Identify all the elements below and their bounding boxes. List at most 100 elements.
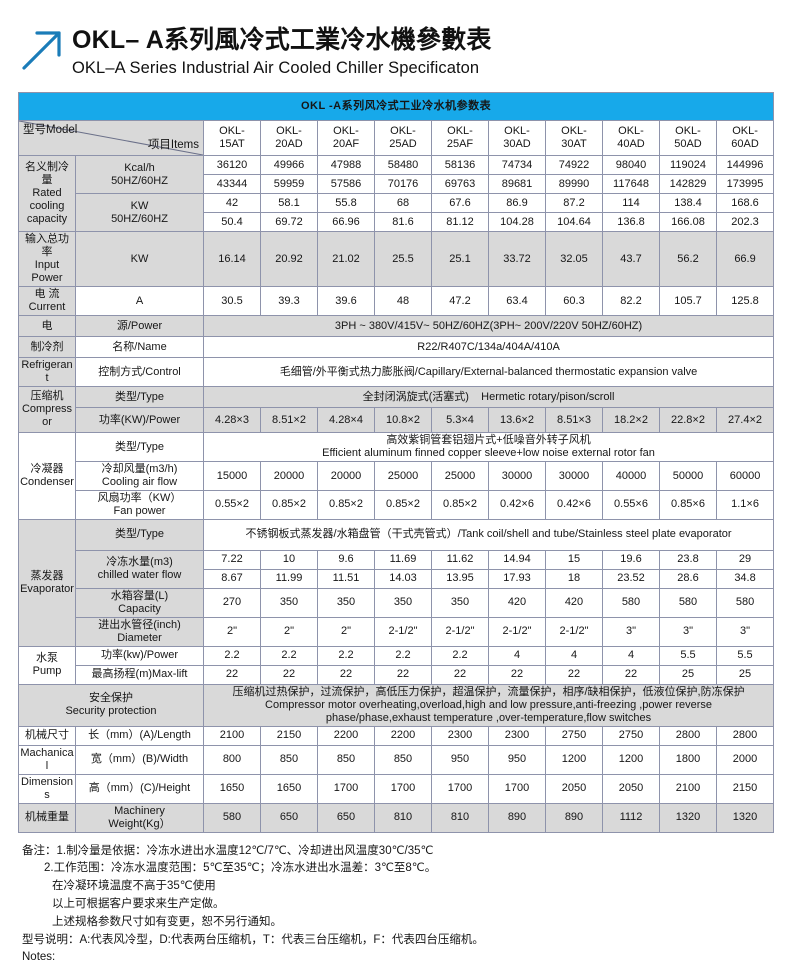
cell: 67.6 [431, 193, 489, 214]
cell: 104.64 [545, 212, 603, 233]
cell: 7.22 [203, 549, 261, 570]
cell: 18.2×2 [602, 407, 660, 434]
cell: 166.08 [659, 212, 717, 233]
row-evaporator-capacity: 水箱容量(L) Capacity 270 350 350 350 350 420… [19, 587, 775, 618]
cell: 4 [602, 645, 660, 666]
cell: 850 [374, 744, 432, 775]
item-pump-lift: 最高扬程(m)Max-lift [75, 664, 204, 685]
label-cn: 输入总功率 [25, 233, 69, 259]
cell: 17.93 [488, 568, 546, 589]
cell: 2750 [545, 725, 603, 746]
row-compressor-type: 压缩机 Compressor 类型/Type 全封闭涡旋式(活塞式) Herme… [18, 386, 775, 434]
note-line-2: 2.工作范围：冷冻水温度范围：5℃至35℃；冷冻水进出水温差：3℃至8℃。 [44, 862, 437, 875]
label-cn: 冷凝器 [30, 463, 64, 476]
cell: 66.9 [715, 231, 775, 288]
spec-table: OKL -A系列风冷式工业冷水机参数表 型号Model 项目Items OKL-… [17, 92, 775, 833]
model-col-4: OKL- 25AF [431, 120, 489, 157]
model-prefix: OKL- [333, 125, 359, 138]
item-cn: 冷却风量(m3/h) [101, 463, 178, 476]
item-refrigerant-control: 控制方式/Control [75, 357, 204, 388]
row-refrigerant-control: Refrigerant 控制方式/Control 毛细管/外平衡式热力膨胀阀/C… [18, 357, 775, 388]
cell: 2100 [203, 725, 261, 746]
cell: 0.55×2 [203, 490, 261, 520]
cell: 890 [545, 802, 603, 833]
item-en: Fan power [113, 504, 166, 517]
label-pump: 水泵 Pump [18, 645, 76, 685]
cell: 810 [374, 802, 432, 833]
model-suffix: 20AF [332, 138, 360, 151]
corner-label-items: 项目Items [147, 138, 199, 151]
cell: 0.85×6 [659, 490, 717, 520]
cell: 2150 [715, 773, 775, 804]
cell: 1700 [317, 773, 375, 804]
model-suffix: 30AT [561, 138, 587, 151]
cell: 2-1/2" [545, 616, 603, 647]
row-pump-lift: 最高扬程(m)Max-lift 22 22 22 22 22 22 22 22 … [19, 664, 775, 685]
cell: 20000 [317, 461, 375, 491]
note-line-4: 以上可根据客户要求来生产定做。 [52, 898, 225, 911]
label-current: 电 流 Current [18, 286, 76, 317]
cell: 33.72 [488, 231, 546, 288]
cell: 2" [317, 616, 375, 647]
item-en-2: Weight(Kg） [108, 817, 171, 830]
cell: 8.51×2 [260, 407, 318, 434]
cell: 29 [715, 549, 775, 570]
model-prefix: OKL- [390, 125, 416, 138]
cell: 82.2 [602, 286, 660, 317]
model-prefix: OKL- [675, 125, 701, 138]
value-security: 压缩机过热保护，过流保护，高低压力保护，超温保护，流量保护，相序/缺相保护，低液… [202, 683, 775, 727]
cell: 50000 [659, 461, 717, 491]
cell: 350 [317, 587, 375, 618]
cell: 350 [431, 587, 489, 618]
security-line-3: phase/phase,exhaust temperature ,over-te… [325, 711, 652, 724]
label-en: Condenser [20, 476, 74, 489]
cell: 890 [488, 802, 546, 833]
row-pump-power: 水泵 Pump 功率(kw)/Power 2.2 2.2 2.2 2.2 2.2… [18, 645, 775, 685]
cell: 63.4 [488, 286, 546, 317]
cell: 2050 [602, 773, 660, 804]
cell: 11.99 [260, 568, 318, 589]
cell: 86.9 [488, 193, 546, 214]
cell: 125.8 [715, 286, 775, 317]
label-evaporator: 蒸发器 Evaporator [18, 518, 76, 647]
label-cn: 压缩机 [30, 390, 64, 403]
cell: 0.85×2 [317, 490, 375, 520]
row-compressor-power: 功率(KW)/Power 4.28×3 8.51×2 4.28×4 10.8×2… [19, 407, 775, 434]
cell: 81.6 [374, 212, 432, 233]
row-kcal-60hz: 43344 59959 57586 70176 69763 89681 8999… [19, 174, 775, 195]
cell: 30000 [545, 461, 603, 491]
cell: 10.8×2 [374, 407, 432, 434]
item-en: Capacity [118, 602, 161, 615]
row-kw-60hz: 50.4 69.72 66.96 81.6 81.12 104.28 104.6… [19, 212, 775, 233]
arrow-up-right-icon [18, 24, 66, 74]
cell: 22 [602, 664, 660, 685]
item-condenser-airflow: 冷却风量(m3/h) Cooling air flow [75, 461, 204, 491]
model-col-9: OKL- 60AD [715, 120, 775, 157]
cell: 4.28×3 [203, 407, 261, 434]
model-suffix: 60AD [731, 138, 759, 151]
spec-sheet-page: OKL– A系列風冷式工業冷水機參數表 OKL–A Series Industr… [17, 24, 775, 963]
cell: 4 [488, 645, 546, 666]
cell: 50.4 [203, 212, 261, 233]
cell: 950 [488, 744, 546, 775]
cell: 39.6 [317, 286, 375, 317]
cell: 57586 [317, 174, 375, 195]
cell: 850 [260, 744, 318, 775]
cell: 2.2 [431, 645, 489, 666]
row-current: 电 流 Current A 30.5 39.3 39.6 48 47.2 63.… [18, 286, 775, 317]
cell: 0.42×6 [545, 490, 603, 520]
model-suffix: 25AD [389, 138, 417, 151]
row-weight: 机械重量 Machinery Weight(Kg） 580 650 650 81… [18, 802, 775, 833]
row-dim-height: Dimensions 高（mm）(C)/Height 1650 1650 170… [18, 773, 775, 804]
item-condenser-fan: 风扇功率（KW） Fan power [75, 490, 204, 520]
cell: 16.14 [203, 231, 261, 288]
cell: 56.2 [659, 231, 717, 288]
corner-header-cell: 型号Model 项目Items [18, 120, 204, 157]
cell: 22 [431, 664, 489, 685]
label-en: Current [28, 301, 66, 314]
model-suffix: 20AD [275, 138, 303, 151]
model-prefix: OKL- [732, 125, 758, 138]
row-evaporator-type: 蒸发器 Evaporator 类型/Type 不锈钢板式蒸发器/水箱盘管（干式壳… [18, 518, 775, 647]
model-col-1: OKL- 20AD [260, 120, 318, 157]
cell: 60000 [715, 461, 775, 491]
